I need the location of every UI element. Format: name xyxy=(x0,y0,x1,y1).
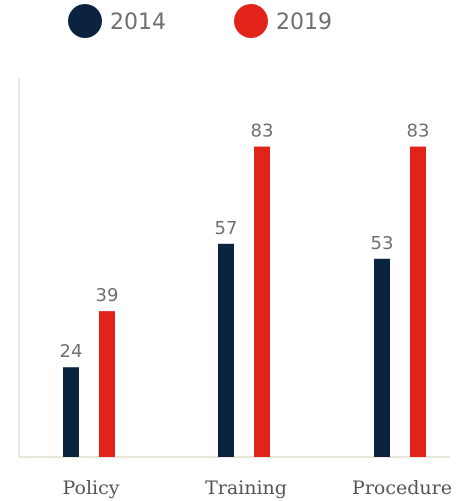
legend-swatch-2019 xyxy=(234,4,268,38)
value-label-policy-2014: 24 xyxy=(60,341,83,362)
legend: 2014 2019 xyxy=(68,4,332,38)
legend-label-2014: 2014 xyxy=(110,10,166,35)
category-label-training: Training xyxy=(205,477,287,499)
value-label-policy-2019: 39 xyxy=(96,285,119,306)
category-label-procedure: Procedure xyxy=(352,477,452,499)
category-label-policy: Policy xyxy=(63,477,120,499)
bar-training-2019 xyxy=(254,146,270,457)
bar-policy-2019 xyxy=(99,311,115,457)
value-label-procedure-2014: 53 xyxy=(371,233,394,254)
value-label-training-2019: 83 xyxy=(251,121,274,142)
legend-label-2019: 2019 xyxy=(276,10,332,35)
labels: 24 39 Policy 57 83 Training 53 83 Procedure xyxy=(60,121,452,499)
value-label-training-2014: 57 xyxy=(215,218,238,239)
value-label-procedure-2019: 83 xyxy=(407,121,430,142)
bar-policy-2014 xyxy=(63,367,79,457)
bar-procedure-2014 xyxy=(374,258,390,457)
bars xyxy=(63,146,426,457)
bar-procedure-2019 xyxy=(410,146,426,457)
legend-swatch-2014 xyxy=(68,4,102,38)
bar-training-2014 xyxy=(218,243,234,457)
